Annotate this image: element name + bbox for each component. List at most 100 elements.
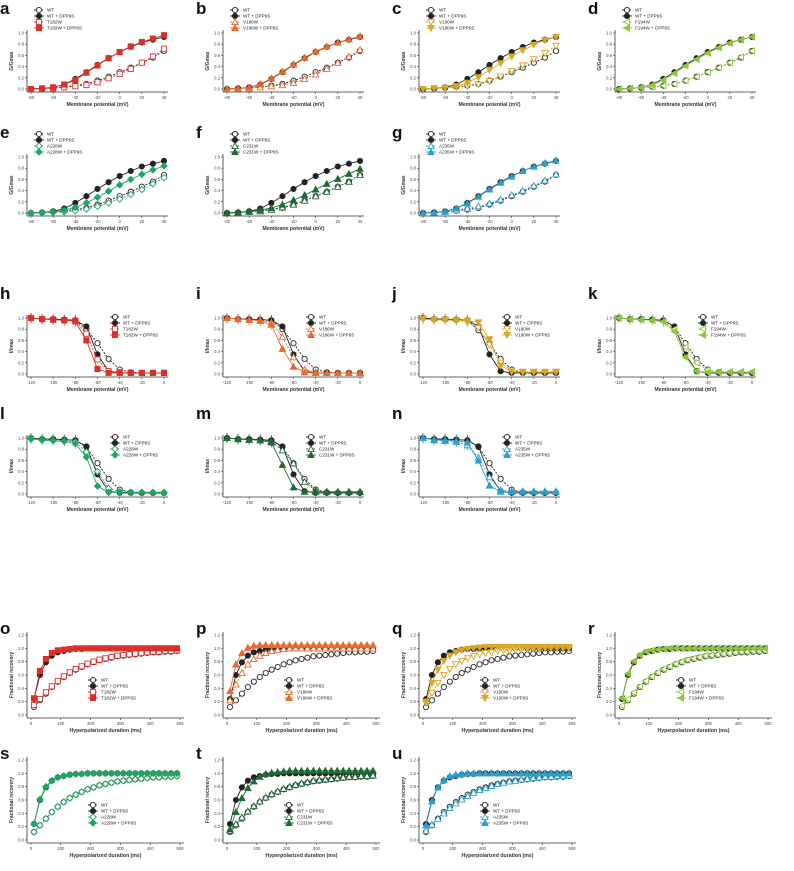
legend-label: WT (243, 132, 250, 137)
legend-label: V190W (493, 690, 509, 695)
data-point (279, 193, 286, 200)
data-point (309, 776, 318, 784)
data-point (736, 368, 744, 377)
y-axis-label: I/Imax (205, 459, 211, 473)
legend-marker (285, 818, 293, 827)
data-point (499, 778, 508, 786)
axes: 0.0 0.2 0.4 0.6 0.8 1.0 1.2 0 100 200 300 400 500 Hyp… (401, 757, 576, 859)
legend-marker (89, 682, 97, 690)
series-v190w-dpp6s (419, 33, 560, 94)
data-point (256, 206, 265, 214)
series-a228w-dpp6s (30, 769, 181, 828)
data-point (659, 318, 667, 326)
data-point (115, 181, 124, 189)
data-point (457, 769, 466, 778)
data-point (127, 369, 134, 376)
data-point (238, 813, 246, 821)
legend-marker (677, 676, 685, 684)
y-tick-label: 0.8 (410, 447, 416, 452)
data-point (505, 777, 514, 785)
legend-label: F194W (689, 690, 704, 695)
data-point (356, 157, 364, 164)
data-point (72, 83, 79, 90)
y-tick-label: 0.4 (410, 349, 416, 354)
data-point (30, 695, 38, 702)
panel-k: k 0.0 0.2 0.4 0.6 0.8 1.0 -120 -100 -80 -60 -40 -20 0… (588, 285, 784, 409)
data-point (82, 205, 91, 213)
data-point (463, 317, 472, 325)
data-point (108, 653, 115, 661)
data-point (291, 766, 300, 774)
y-tick-label: 0.6 (214, 673, 220, 678)
data-point (249, 654, 258, 663)
y-tick-label: 0.4 (214, 188, 220, 193)
y-tick-label: 0.8 (18, 659, 24, 664)
chart-a: 0.0 0.2 0.4 0.6 0.8 1.0 -80 -60 -40 -20 0 20 40 Membr… (9, 6, 168, 108)
panel-letter: h (0, 284, 11, 303)
data-point (311, 185, 320, 193)
data-point (311, 487, 320, 495)
data-point (93, 482, 102, 490)
data-point (104, 199, 113, 207)
data-point (419, 85, 427, 94)
data-point (529, 369, 538, 377)
data-point (173, 645, 181, 652)
data-point (507, 68, 516, 76)
series-a235w-dpp6s (419, 433, 560, 495)
x-axis-label: Membrane potential (mV) (263, 102, 325, 108)
x-tick-label: 0 (314, 219, 317, 224)
data-point (297, 779, 306, 787)
data-point (127, 65, 134, 72)
data-point (268, 666, 275, 673)
y-tick-label: 0.4 (214, 64, 220, 69)
data-point (77, 770, 86, 778)
x-tick-label: 100 (449, 721, 457, 726)
x-axis-label: Membrane potential (mV) (67, 387, 129, 393)
legend-label: V190W (439, 20, 455, 25)
x-tick-label: -80 (268, 380, 275, 385)
y-tick-label: 1.0 (410, 316, 416, 321)
data-point (89, 769, 98, 778)
y-tick-label: 0.4 (410, 188, 416, 193)
y-tick-label: 0.6 (18, 798, 24, 803)
data-point (72, 318, 79, 325)
data-point (474, 319, 483, 327)
panel-letter: o (0, 619, 11, 638)
y-tick-label: 0.8 (214, 659, 220, 664)
data-point (500, 654, 507, 661)
data-point (36, 795, 44, 804)
y-tick-label: 0.2 (606, 360, 612, 365)
data-point (273, 640, 282, 649)
data-point (300, 487, 309, 495)
data-point (66, 669, 73, 676)
data-point (278, 332, 287, 341)
x-tick-label: 200 (87, 721, 95, 726)
data-point (289, 353, 298, 361)
y-tick-label: 0.4 (18, 811, 24, 816)
x-tick-label: 0 (163, 380, 166, 385)
data-point (66, 645, 73, 653)
panel-s: s 0.0 0.2 0.4 0.6 0.8 1.0 1.2 0 100 200 300 400 500 Hy… (0, 745, 196, 869)
y-tick-label: 0.8 (214, 784, 220, 789)
data-point (485, 66, 494, 75)
data-point (641, 647, 649, 656)
axes: 0.0 0.2 0.4 0.6 0.8 1.0 1.2 0 100 200 300 400 500 Hyp… (205, 757, 380, 859)
data-point (39, 85, 46, 92)
data-point (345, 160, 352, 167)
panel-letter: n (392, 404, 403, 423)
axes: 0.0 0.2 0.4 0.6 0.8 1.0 -120 -100 -80 -60 -40 -20 0 M… (9, 315, 168, 393)
axes: 0.0 0.2 0.4 0.6 0.8 1.0 -120 -100 -80 -60 -40 -20 0 M… (205, 315, 364, 393)
x-tick-label: -120 (27, 500, 36, 505)
x-tick-label: 0 (422, 721, 425, 726)
data-point (125, 776, 134, 784)
data-point (232, 819, 240, 828)
x-axis-label: Membrane potential (mV) (459, 387, 521, 393)
data-point (481, 769, 490, 777)
data-point (83, 785, 92, 794)
panel-letter: i (196, 284, 201, 303)
data-point (65, 770, 74, 779)
data-point (232, 660, 240, 668)
series-v190w-dpp6s (422, 643, 573, 706)
data-point (327, 774, 336, 782)
